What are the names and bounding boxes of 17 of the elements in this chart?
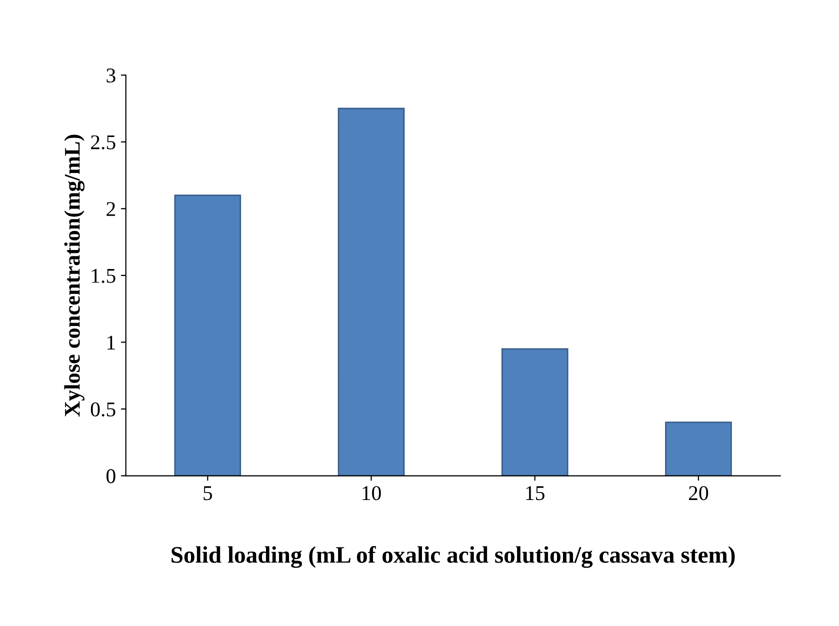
- bar: [174, 194, 242, 476]
- y-tick-label: 2: [106, 202, 115, 216]
- x-tick-label: 15: [526, 486, 544, 500]
- y-axis-title: Xylose concentration(mg/mL): [64, 134, 85, 417]
- bar: [338, 108, 405, 476]
- x-tick-label: 20: [688, 486, 708, 500]
- x-tick-label: 5: [204, 486, 212, 500]
- x-axis-title: Solid loading (mL of oxalic acid solution/g cassava stem): [172, 546, 735, 568]
- y-tick-label: 3: [106, 68, 116, 83]
- x-tick-label: 10: [362, 486, 381, 500]
- y-tick-label: 1: [108, 336, 115, 350]
- y-tick-label: 0: [106, 469, 116, 484]
- y-tick-label: 2.5: [91, 135, 116, 150]
- y-tick-label: 0.5: [90, 402, 116, 417]
- y-tick-label: 1.5: [92, 268, 116, 283]
- bar: [501, 348, 568, 476]
- bar: [665, 422, 732, 476]
